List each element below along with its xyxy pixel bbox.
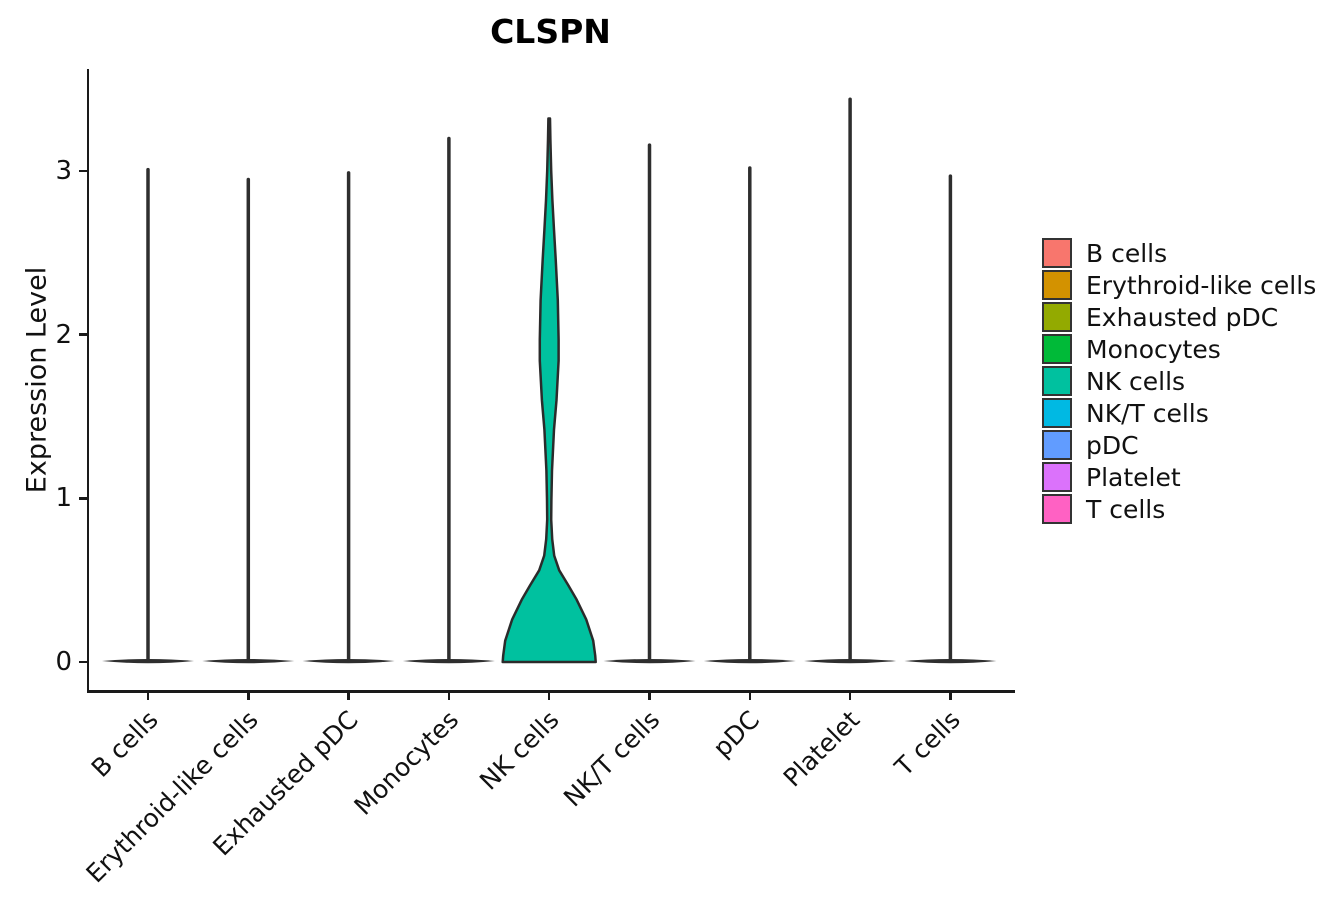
violin-base-monocytes <box>402 659 495 664</box>
legend-swatch-nk-cells <box>1042 366 1072 396</box>
legend-item-nk-t-cells: NK/T cells <box>1042 398 1316 428</box>
legend-label-b-cells: B cells <box>1086 238 1168 268</box>
violin-base-nk-t-cells <box>603 659 696 664</box>
x-tick-mark-t-cells <box>949 692 952 700</box>
x-tick-mark-erythroid-like-cells <box>247 692 250 700</box>
x-tick-mark-pdc <box>748 692 752 700</box>
legend-swatch-monocytes <box>1042 334 1072 364</box>
y-axis-line <box>86 69 89 692</box>
legend-label-monocytes: Monocytes <box>1086 334 1221 364</box>
y-tick-label-2: 2 <box>55 319 72 350</box>
x-tick-mark-monocytes <box>447 692 451 700</box>
violin-base-b-cells <box>102 659 194 664</box>
x-tick-mark-exhausted-pdc <box>347 692 350 700</box>
violin-platelet <box>804 97 897 664</box>
violin-b-cells <box>102 167 194 664</box>
legend-label-t-cells: T cells <box>1086 494 1166 524</box>
x-tick-mark-platelet <box>848 692 852 700</box>
legend-item-erythroid-like-cells: Erythroid-like cells <box>1042 270 1316 300</box>
y-tick-mark-0 <box>79 660 87 664</box>
y-tick-label-1: 1 <box>55 483 72 514</box>
y-tick-mark-2 <box>79 333 87 336</box>
legend-item-platelet: Platelet <box>1042 462 1316 492</box>
legend-item-exhausted-pdc: Exhausted pDC <box>1042 302 1316 332</box>
violin-nk-t-cells <box>603 143 696 664</box>
violin-base-pdc <box>703 659 796 664</box>
legend-label-erythroid-like-cells: Erythroid-like cells <box>1086 270 1317 300</box>
legend-swatch-exhausted-pdc <box>1042 302 1072 332</box>
legend-item-nk-cells: NK cells <box>1042 366 1316 396</box>
legend-item-monocytes: Monocytes <box>1042 334 1316 364</box>
legend-swatch-erythroid-like-cells <box>1042 270 1072 300</box>
legend-swatch-t-cells <box>1042 494 1072 524</box>
legend-label-pdc: pDC <box>1086 430 1139 460</box>
violin-shape-nk-cells <box>501 117 597 664</box>
y-tick-label-3: 3 <box>55 155 72 186</box>
legend-label-platelet: Platelet <box>1086 462 1181 492</box>
x-axis-line <box>86 690 1015 693</box>
x-tick-mark-nk-t-cells <box>648 692 651 700</box>
legend: B cells Erythroid-like cells Exhausted pDC… <box>1042 238 1316 526</box>
legend-label-exhausted-pdc: Exhausted pDC <box>1086 302 1279 332</box>
legend-swatch-nk-t-cells <box>1042 398 1072 428</box>
violin-pdc <box>703 166 796 664</box>
legend-label-nk-cells: NK cells <box>1086 366 1186 396</box>
legend-label-nk-t-cells: NK/T cells <box>1086 398 1209 428</box>
x-tick-mark-nk-cells <box>547 692 551 700</box>
y-tick-mark-1 <box>79 497 87 500</box>
legend-item-pdc: pDC <box>1042 430 1316 460</box>
legend-item-t-cells: T cells <box>1042 494 1316 524</box>
violin-exhausted-pdc <box>302 171 395 664</box>
violin-base-t-cells <box>904 659 997 664</box>
violin-base-erythroid-like-cells <box>202 659 295 664</box>
y-tick-label-0: 0 <box>55 647 72 677</box>
legend-swatch-platelet <box>1042 462 1072 492</box>
violin-monocytes <box>402 136 495 664</box>
plot-title: CLSPN <box>490 12 611 51</box>
violin-nk-cells <box>501 117 597 664</box>
violin-erythroid-like-cells <box>202 177 295 664</box>
x-tick-mark-b-cells <box>146 692 150 700</box>
violin-base-exhausted-pdc <box>302 659 395 664</box>
legend-swatch-pdc <box>1042 430 1072 460</box>
legend-swatch-b-cells <box>1042 238 1072 268</box>
violin-base-platelet <box>804 659 897 664</box>
y-tick-mark-3 <box>79 169 87 173</box>
legend-item-b-cells: B cells <box>1042 238 1316 268</box>
violin-t-cells <box>904 174 997 664</box>
